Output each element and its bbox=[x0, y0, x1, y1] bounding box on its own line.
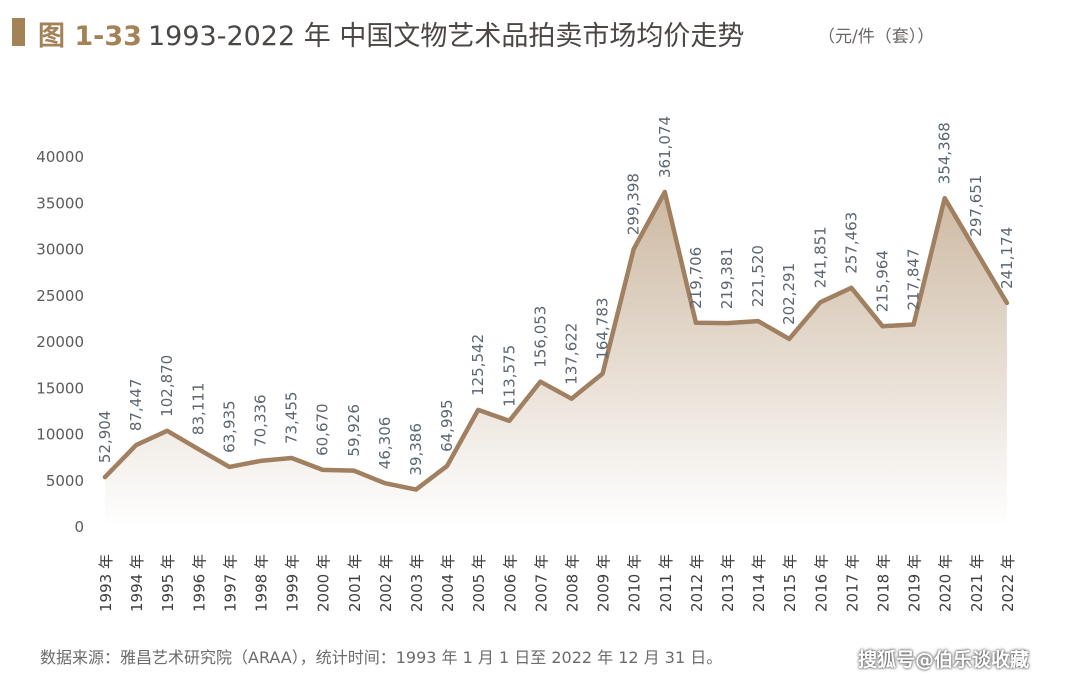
data-label: 39,386 bbox=[407, 423, 425, 476]
data-label: 219,706 bbox=[687, 247, 705, 309]
y-tick-label: 10000 bbox=[36, 426, 84, 444]
x-tick-label: 1998 年 bbox=[253, 554, 271, 612]
x-tick-label: 2005 年 bbox=[470, 554, 488, 612]
x-tick-label: 1999 年 bbox=[284, 554, 302, 612]
x-tick-label: 2016 年 bbox=[812, 554, 830, 612]
x-tick-label: 2004 年 bbox=[439, 554, 457, 612]
y-tick-label: 0 bbox=[74, 518, 84, 536]
x-tick-label: 2018 年 bbox=[875, 554, 893, 612]
area-fill bbox=[105, 192, 1007, 526]
data-label: 70,336 bbox=[252, 394, 270, 447]
data-label: 137,622 bbox=[563, 323, 581, 385]
data-label: 59,926 bbox=[345, 404, 363, 457]
y-tick-label: 40000 bbox=[36, 148, 84, 166]
x-tick-label: 2022 年 bbox=[999, 554, 1017, 612]
series-line bbox=[102, 189, 1010, 492]
y-tick-label: 30000 bbox=[36, 241, 84, 259]
data-label: 46,306 bbox=[376, 417, 394, 470]
data-label: 102,870 bbox=[158, 355, 176, 417]
x-tick-label: 1995 年 bbox=[159, 554, 177, 612]
data-label: 241,174 bbox=[998, 227, 1016, 289]
data-label: 215,964 bbox=[874, 250, 892, 312]
chart-title: 1993-2022 年 中国文物艺术品拍卖市场均价走势 bbox=[148, 21, 745, 52]
y-tick-label: 5000 bbox=[46, 472, 84, 490]
data-label: 156,053 bbox=[531, 306, 549, 368]
price-trend-chart: 0 5000 10000 15000 20000 25000 30000 35000 40000… bbox=[36, 116, 1017, 612]
x-tick-label: 2003 年 bbox=[408, 554, 426, 612]
data-label: 113,575 bbox=[500, 345, 518, 407]
x-tick-label: 2008 年 bbox=[564, 554, 582, 612]
x-tick-label: 1997 年 bbox=[221, 554, 239, 612]
x-tick-label: 2017 年 bbox=[843, 554, 861, 612]
x-tick-label: 2019 年 bbox=[906, 554, 924, 612]
x-tick-label: 2009 年 bbox=[595, 554, 613, 612]
data-label: 217,847 bbox=[905, 248, 923, 310]
figure-label: 图 1-33 bbox=[38, 21, 142, 52]
data-label: 297,651 bbox=[967, 175, 985, 237]
x-tick-label: 1994 年 bbox=[128, 554, 146, 612]
x-tick-label: 2011 年 bbox=[657, 554, 675, 612]
x-tick-label: 2014 年 bbox=[750, 554, 768, 612]
x-tick-label: 2000 年 bbox=[315, 554, 333, 612]
data-label: 164,783 bbox=[594, 298, 612, 360]
data-label: 221,520 bbox=[749, 245, 767, 307]
data-label: 202,291 bbox=[780, 263, 798, 325]
data-label: 299,398 bbox=[625, 173, 643, 235]
x-tick-label: 2001 年 bbox=[346, 554, 364, 612]
x-tick-label: 2021 年 bbox=[968, 554, 986, 612]
x-tick-label: 2020 年 bbox=[937, 554, 955, 612]
data-label: 87,447 bbox=[127, 379, 145, 432]
x-tick-label: 2012 年 bbox=[688, 554, 706, 612]
y-tick-label: 25000 bbox=[36, 287, 84, 305]
data-label: 219,381 bbox=[718, 247, 736, 309]
data-label: 257,463 bbox=[842, 212, 860, 274]
x-tick-label: 1996 年 bbox=[190, 554, 208, 612]
data-label: 83,111 bbox=[189, 383, 207, 436]
y-tick-label: 15000 bbox=[36, 379, 84, 397]
x-axis: 1993 年 1994 年 1995 年 1996 年 1997 年 1998 年 1999… bbox=[97, 554, 1017, 612]
chart-header: 图 1-33 1993-2022 年 中国文物艺术品拍卖市场均价走势 （元/件（… bbox=[12, 8, 1072, 52]
x-tick-label: 2006 年 bbox=[501, 554, 519, 612]
x-tick-label: 1993 年 bbox=[97, 554, 115, 612]
x-tick-label: 2010 年 bbox=[626, 554, 644, 612]
data-label: 73,455 bbox=[283, 392, 301, 445]
title-marker-bar bbox=[12, 18, 25, 46]
unit-label: （元/件（套）） bbox=[818, 27, 935, 47]
x-tick-label: 2013 年 bbox=[719, 554, 737, 612]
data-label: 60,670 bbox=[314, 403, 332, 456]
data-label: 63,935 bbox=[220, 400, 238, 453]
data-label: 52,904 bbox=[96, 411, 114, 464]
data-label: 241,851 bbox=[811, 226, 829, 288]
x-tick-label: 2015 年 bbox=[781, 554, 799, 612]
data-label: 64,995 bbox=[438, 399, 456, 452]
y-tick-label: 35000 bbox=[36, 194, 84, 212]
watermark: 搜狐号@伯乐谈收藏 bbox=[858, 649, 1030, 671]
x-tick-label: 2007 年 bbox=[532, 554, 550, 612]
data-labels: 52,904 87,447 102,870 83,111 63,935 70,336 73,… bbox=[96, 116, 1016, 476]
data-label: 361,074 bbox=[656, 116, 674, 178]
source-note: 数据来源：雅昌艺术研究院（ARAA），统计时间：1993 年 1 月 1 日至 … bbox=[40, 648, 723, 667]
y-axis: 0 5000 10000 15000 20000 25000 30000 35000 40000 bbox=[36, 148, 84, 536]
x-tick-label: 2002 年 bbox=[377, 554, 395, 612]
data-label: 354,368 bbox=[936, 122, 954, 184]
y-tick-label: 20000 bbox=[36, 333, 84, 351]
data-label: 125,542 bbox=[469, 334, 487, 396]
